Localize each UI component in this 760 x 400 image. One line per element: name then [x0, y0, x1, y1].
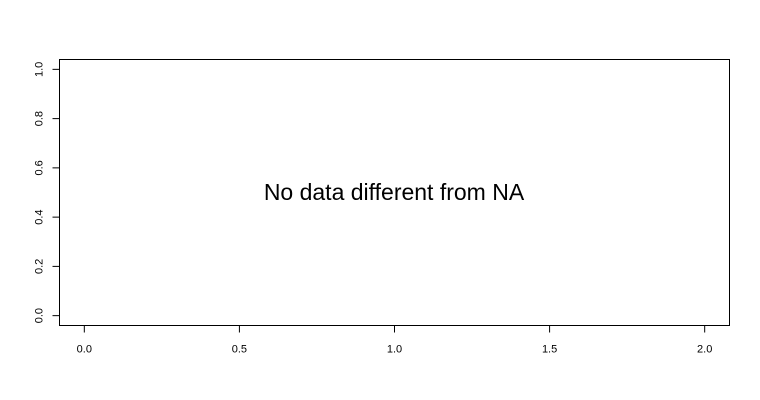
y-tick-label: 0.0	[34, 308, 46, 323]
x-tick-label: 0.5	[232, 344, 247, 356]
no-data-message: No data different from NA	[264, 179, 525, 205]
y-tick-label: 0.4	[34, 209, 46, 224]
x-tick-label: 1.5	[542, 344, 557, 356]
y-axis: 0.0 0.2 0.4 0.6 0.8 1.0	[34, 62, 60, 323]
x-axis: 0.0 0.5 1.0 1.5 2.0	[77, 325, 712, 356]
y-tick-label: 0.6	[34, 160, 46, 175]
y-tick-label: 0.8	[34, 111, 46, 126]
y-tick-label: 0.2	[34, 259, 46, 274]
x-tick-label: 1.0	[387, 344, 402, 356]
y-tick-label: 1.0	[34, 62, 46, 77]
x-tick-label: 2.0	[697, 344, 712, 356]
x-tick-label: 0.0	[77, 344, 92, 356]
